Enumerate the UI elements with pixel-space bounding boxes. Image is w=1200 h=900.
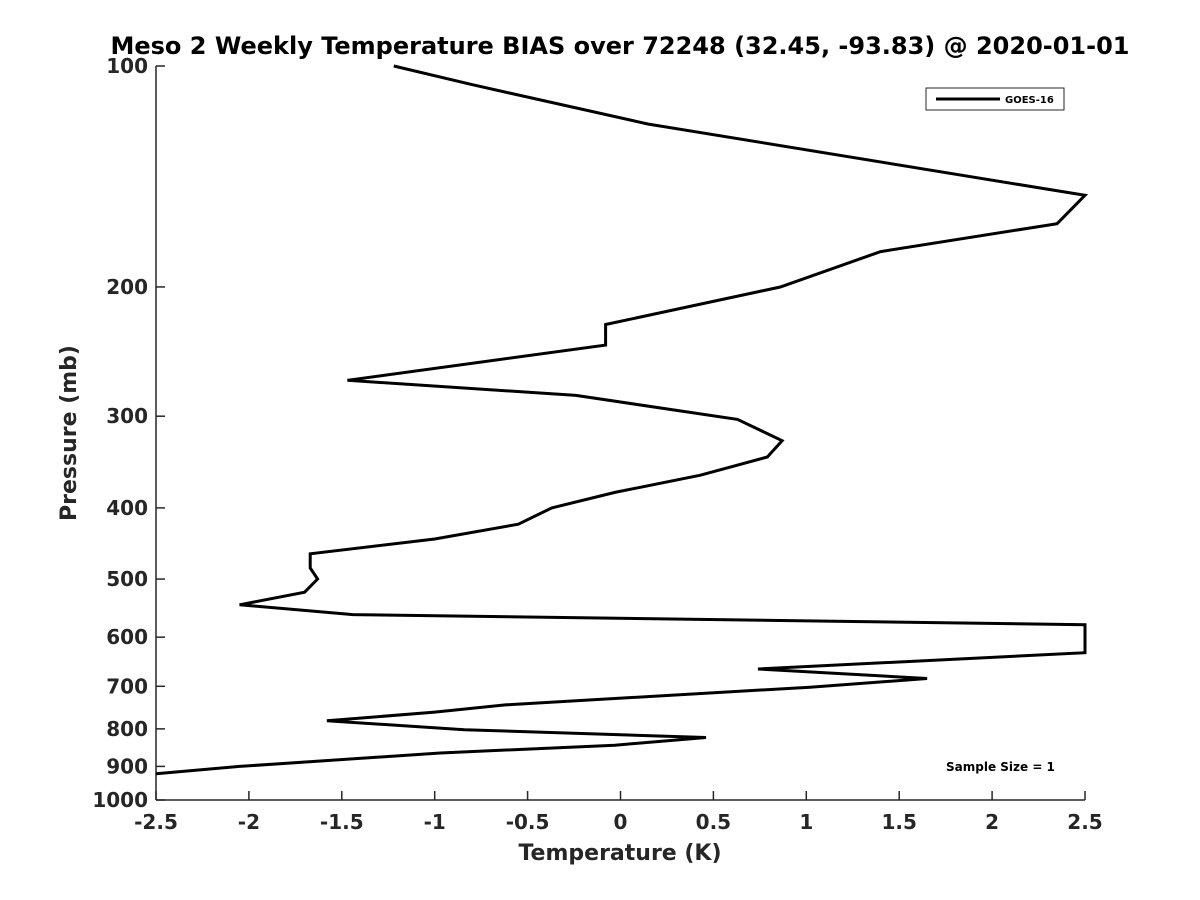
y-tick-label: 900 (106, 754, 148, 778)
x-tick-label: 1.5 (881, 810, 916, 834)
x-tick-label: -0.5 (506, 810, 550, 834)
legend: GOES-16 (925, 87, 1065, 111)
x-tick-label: -1.5 (320, 810, 364, 834)
y-tick-label: 500 (106, 567, 148, 591)
x-tick-label: 1 (799, 810, 813, 834)
sample-size-annotation: Sample Size = 1 (946, 760, 1055, 774)
series-layer (155, 64, 1089, 776)
legend-label-goes-16: GOES-16 (1005, 95, 1054, 106)
y-tick-label: 600 (106, 625, 148, 649)
y-tick-label: 100 (106, 54, 148, 78)
plot-area: -2.5 -2 -1.5 -1 -0.5 0 0.5 1 1.5 2 2.5 100 200 300 40… (92, 54, 1102, 834)
y-tick-label: 300 (106, 404, 148, 428)
x-tick-label: -2 (238, 810, 260, 834)
x-axis-label: Temperature (K) (518, 841, 721, 866)
x-tick-label: -1 (424, 810, 446, 834)
y-axis-ticks: 100 200 300 400 500 600 700 800 900 1000 (92, 54, 165, 812)
x-axis-ticks: -2.5 -2 -1.5 -1 -0.5 0 0.5 1 1.5 2 2.5 (134, 791, 1103, 834)
x-tick-label: 2.5 (1067, 810, 1102, 834)
x-tick-label: 0 (614, 810, 628, 834)
y-tick-label: 400 (106, 496, 148, 520)
y-tick-label: 800 (106, 717, 148, 741)
y-tick-label: 200 (106, 275, 148, 299)
series-line-goes-16 (155, 64, 1089, 776)
y-axis-label: Pressure (mb) (57, 345, 82, 521)
x-tick-label: -2.5 (134, 810, 178, 834)
y-tick-label: 700 (106, 674, 148, 698)
x-tick-label: 2 (985, 810, 999, 834)
x-tick-label: 0.5 (696, 810, 731, 834)
y-tick-label: 1000 (92, 788, 148, 812)
chart-title: Meso 2 Weekly Temperature BIAS over 7224… (110, 32, 1129, 60)
